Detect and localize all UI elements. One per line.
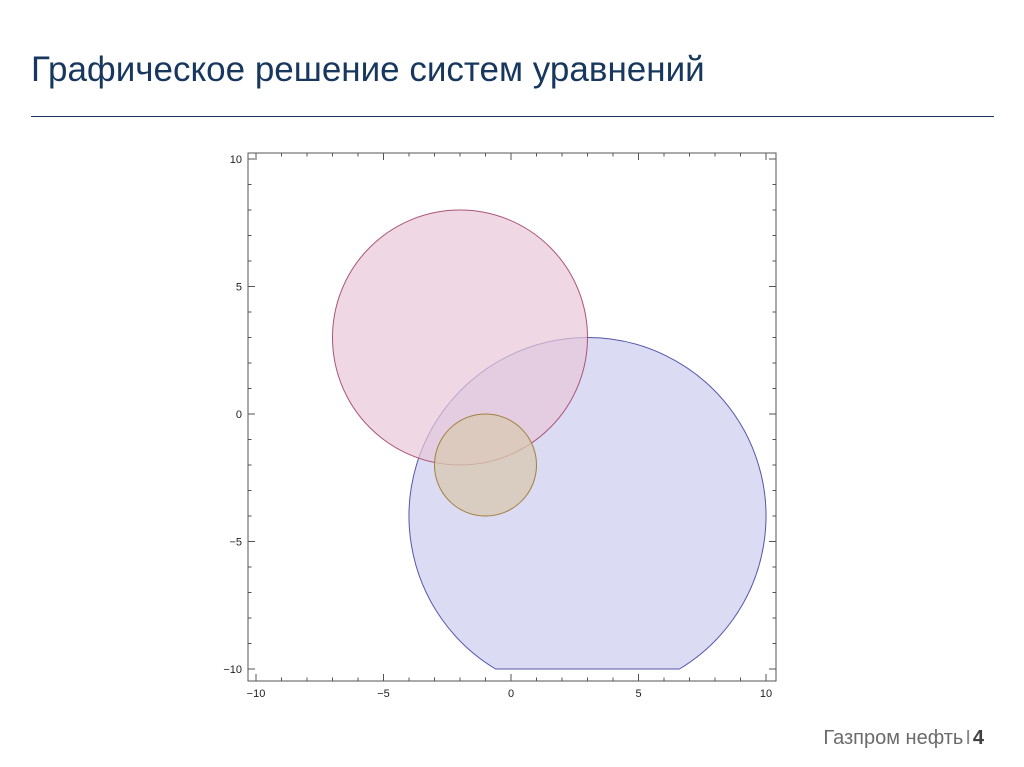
tan-circle-region [434,413,537,517]
axis-ticks [248,153,776,681]
x-tick-label: −10 [247,688,266,700]
footer-separator: I [965,727,971,749]
x-tick-label: −5 [377,688,390,700]
x-tick-label: 10 [760,688,772,700]
company-name: Газпром нефть [823,727,964,749]
plot-regions [332,209,767,670]
y-tick-label: 5 [236,282,242,294]
x-tick-label: 5 [635,688,641,700]
y-tick-labels: −10 −5 0 5 10 [223,154,242,676]
x-tick-label: 0 [508,688,514,700]
slide-title: Графическое решение систем уравнений [31,50,705,89]
slide-footer: Газпром нефть I 4 [823,727,984,750]
page-number: 4 [972,727,984,749]
plot-frame [247,152,777,682]
y-tick-label: 0 [236,409,242,421]
y-tick-label: −10 [223,664,242,676]
title-divider [31,116,994,117]
y-tick-label: 10 [230,154,242,166]
x-tick-labels: −10 −5 0 5 10 [247,688,772,700]
y-tick-label: −5 [229,537,242,549]
